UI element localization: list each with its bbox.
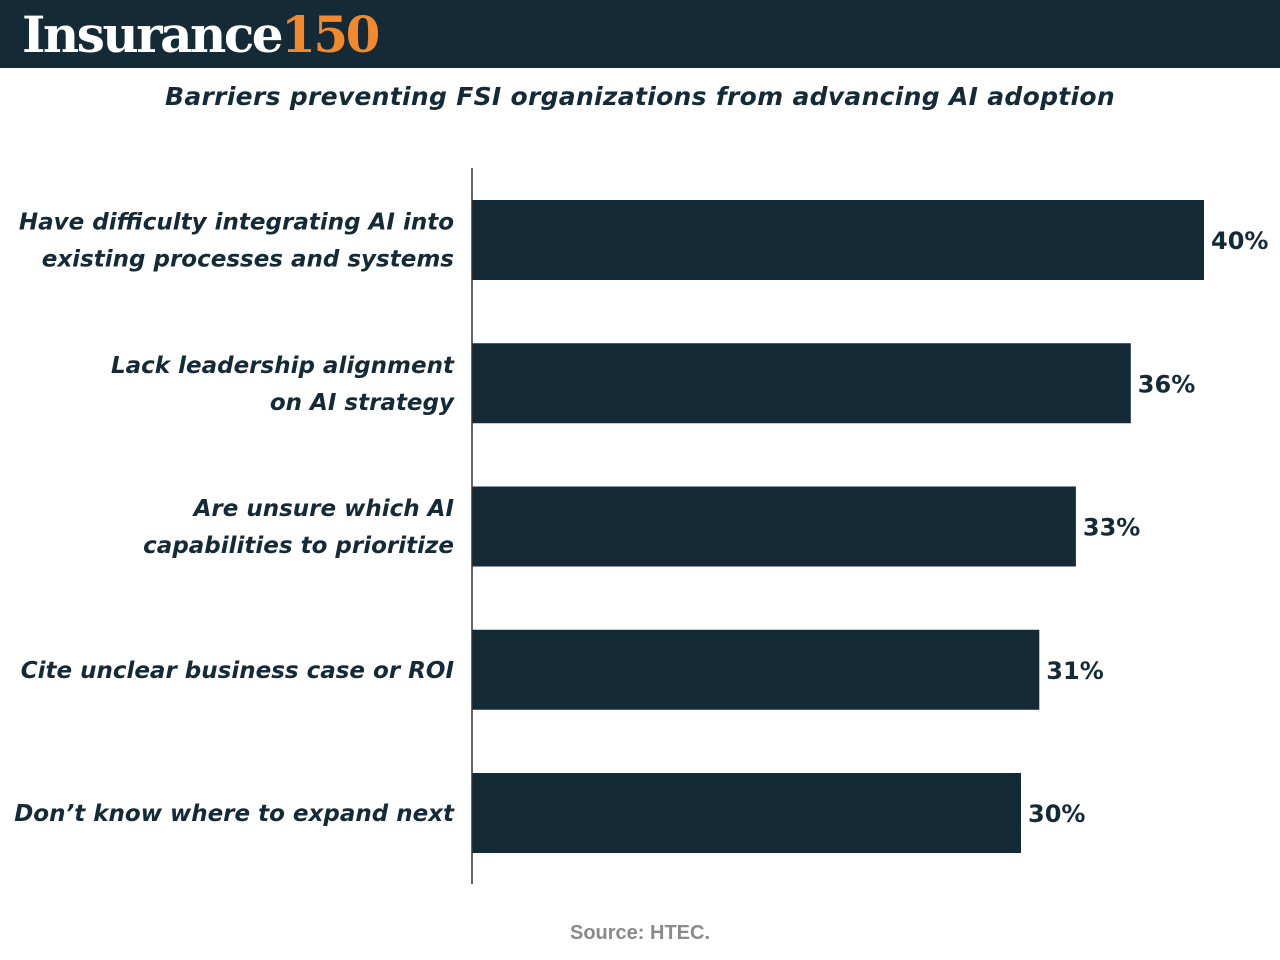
- chart-title: Barriers preventing FSI organizations fr…: [165, 82, 1115, 111]
- value-label: 33%: [1083, 514, 1140, 542]
- category-label: capabilities to prioritize: [143, 533, 454, 559]
- category-label: Are unsure which AI: [192, 496, 455, 522]
- header-bar: Insurance150: [0, 0, 1280, 68]
- category-label: Don’t know where to expand next: [14, 801, 455, 827]
- source-note: Source: HTEC.: [569, 922, 711, 944]
- bar: [472, 200, 1204, 280]
- bar: [472, 629, 1040, 710]
- category-label: existing processes and systems: [42, 247, 454, 273]
- bar: [472, 486, 1076, 567]
- value-label: 31%: [1046, 657, 1103, 685]
- category-label: Have difficulty integrating AI into: [19, 210, 454, 236]
- bar: [472, 773, 1021, 853]
- insurance150-logo: Insurance150: [22, 1, 380, 69]
- value-label: 30%: [1028, 800, 1085, 828]
- category-label: on AI strategy: [270, 390, 455, 416]
- category-label: Cite unclear business case or ROI: [21, 658, 455, 684]
- category-label: Lack leadership alignment: [111, 353, 455, 379]
- value-label: 36%: [1138, 370, 1195, 398]
- bar: [472, 343, 1131, 424]
- value-label: 40%: [1211, 227, 1268, 255]
- logo-number: 150: [281, 5, 380, 64]
- logo-word: Insurance: [22, 5, 284, 64]
